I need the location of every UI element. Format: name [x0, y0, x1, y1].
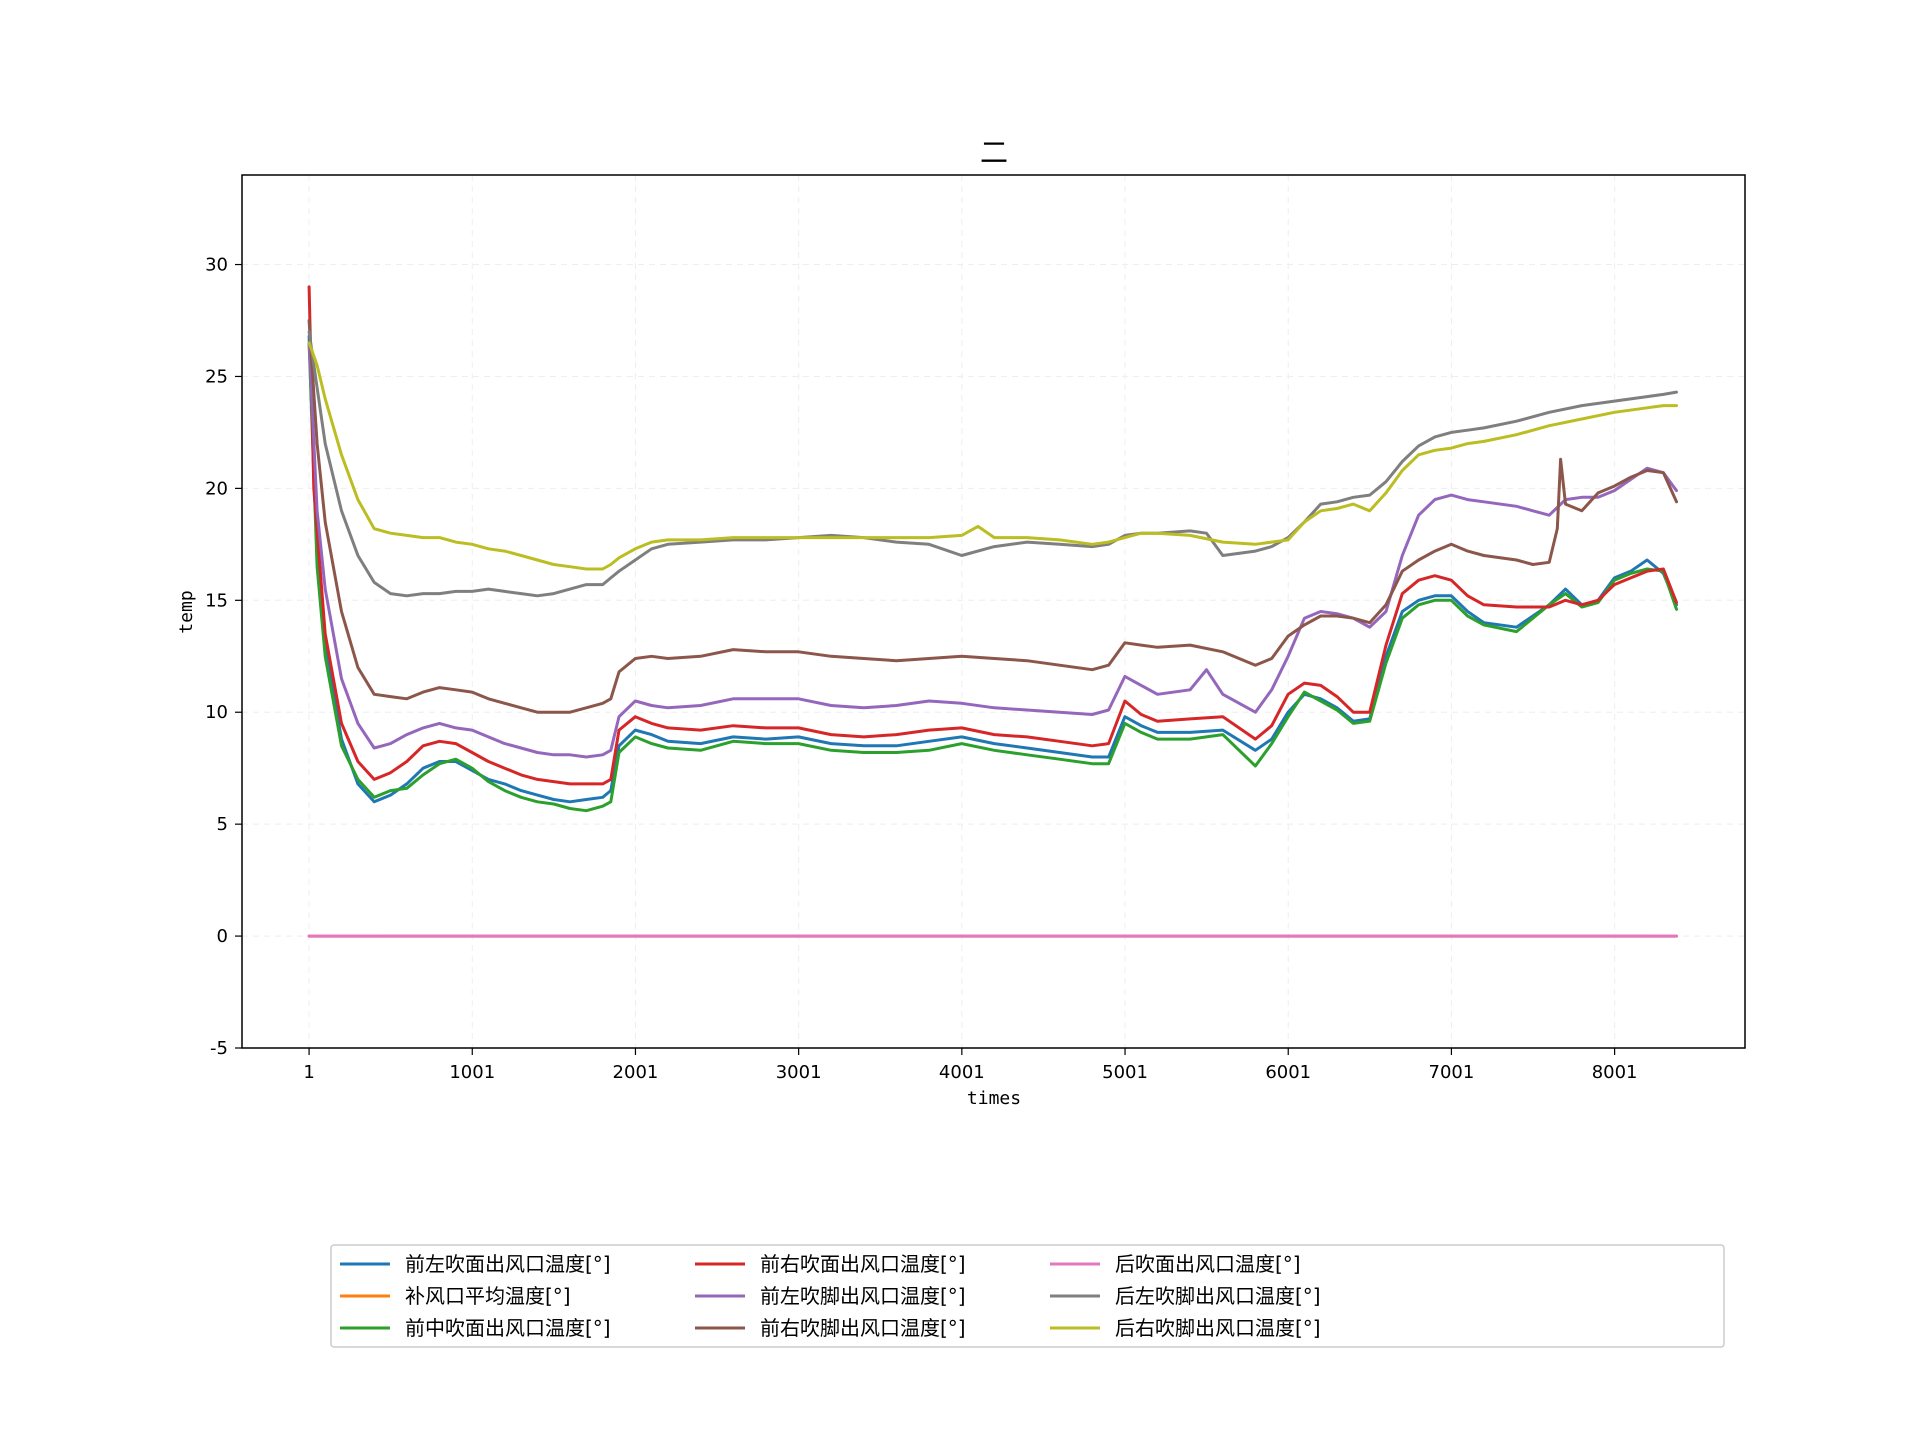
series-lines	[307, 285, 1678, 938]
series-line-8	[307, 341, 1678, 571]
grid	[242, 175, 1745, 1049]
x-tick-label: 2001	[613, 1062, 659, 1083]
y-tick-label: 20	[205, 478, 228, 499]
x-tick-label: 6001	[1265, 1062, 1311, 1083]
series-line-0	[307, 334, 1678, 804]
y-tick-label: 25	[205, 366, 228, 387]
series-line-2	[307, 341, 1678, 813]
series-line-3	[307, 285, 1678, 786]
series-line-5	[307, 319, 1678, 714]
y-tick-label: 30	[205, 255, 228, 276]
plot-area-frame	[241, 174, 1746, 1049]
chart-title: 二	[980, 136, 1008, 169]
x-axis-title: times	[967, 1088, 1021, 1109]
y-tick-label: 0	[217, 926, 228, 947]
legend-label-7: 后左吹脚出风口温度[°]	[1115, 1284, 1321, 1308]
x-tick-label: 1	[303, 1062, 314, 1083]
y-tick-label: 15	[205, 590, 228, 611]
legend-label-2: 前中吹面出风口温度[°]	[405, 1316, 611, 1340]
x-tick-label: 8001	[1592, 1062, 1638, 1083]
y-tick-label: -5	[210, 1038, 228, 1059]
legend-label-3: 前右吹面出风口温度[°]	[760, 1252, 966, 1276]
x-tick-label: 7001	[1429, 1062, 1475, 1083]
legend-label-0: 前左吹面出风口温度[°]	[405, 1252, 611, 1276]
y-tick-label: 5	[217, 814, 228, 835]
legend-label-4: 前左吹脚出风口温度[°]	[760, 1284, 966, 1308]
x-tick-label: 4001	[939, 1062, 985, 1083]
series-line-4	[307, 341, 1678, 759]
legend-label-5: 前右吹脚出风口温度[°]	[760, 1316, 966, 1340]
x-tick-label: 3001	[776, 1062, 822, 1083]
legend-label-8: 后右吹脚出风口温度[°]	[1115, 1316, 1321, 1340]
y-axis-ticks: -5 0 5 10 15 20 25 30	[205, 255, 242, 1059]
y-tick-label: 10	[205, 702, 228, 723]
x-axis-ticks: 1 1001 2001 3001 4001 5001 6001 7001 8001	[303, 1048, 1638, 1083]
series-line-7	[307, 330, 1678, 598]
legend-label-1: 补风口平均温度[°]	[405, 1284, 571, 1308]
legend: 前左吹面出风口温度[°] 补风口平均温度[°] 前中吹面出风口温度[°] 前右吹面出风…	[330, 1244, 1725, 1348]
x-tick-label: 1001	[449, 1062, 495, 1083]
legend-label-6: 后吹面出风口温度[°]	[1115, 1252, 1301, 1276]
legend-box	[330, 1244, 1725, 1348]
y-axis-title: temp	[176, 590, 197, 633]
x-tick-label: 5001	[1102, 1062, 1148, 1083]
